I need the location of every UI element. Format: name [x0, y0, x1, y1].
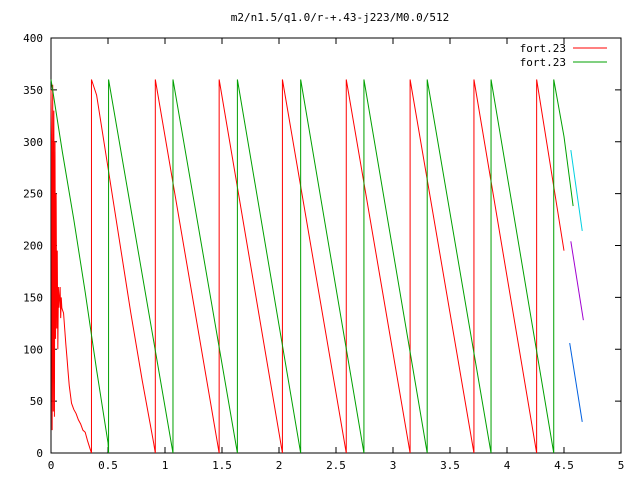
x-tick-label: 3 [390, 459, 397, 472]
series-line-3 [570, 149, 583, 232]
x-tick-label: 2 [276, 459, 283, 472]
series-line-2 [50, 79, 574, 454]
x-tick-label: 3.5 [440, 459, 460, 472]
y-tick-label: 200 [23, 240, 43, 253]
y-tick-label: 400 [23, 32, 43, 45]
series-line-5 [569, 342, 583, 422]
x-tick-label: 0 [48, 459, 55, 472]
y-tick-label: 0 [36, 447, 43, 460]
x-tick-label: 0.5 [98, 459, 118, 472]
x-tick-label: 5 [618, 459, 625, 472]
y-tick-label: 50 [30, 395, 43, 408]
legend-label: fort.23 [520, 56, 566, 69]
x-tick-label: 1 [162, 459, 169, 472]
axis-ticks: 0 50 100 150 200 250 300 350 400 0 0.5 1 1.5 2 2.5 3 3.5… [23, 32, 624, 472]
x-tick-label: 1.5 [212, 459, 232, 472]
x-tick-label: 4.5 [554, 459, 574, 472]
legend-label: fort.23 [520, 42, 566, 55]
series-line-4 [570, 241, 584, 321]
y-tick-label: 250 [23, 188, 43, 201]
x-tick-label: 2.5 [326, 459, 346, 472]
chart-title: m2/n1.5/q1.0/r-+.43-j223/M0.0/512 [231, 11, 450, 24]
y-tick-label: 150 [23, 291, 43, 304]
series-layer [50, 79, 584, 454]
series-line-1 [50, 79, 565, 454]
x-tick-label: 4 [504, 459, 511, 472]
y-tick-label: 300 [23, 136, 43, 149]
y-tick-label: 350 [23, 84, 43, 97]
y-tick-label: 100 [23, 343, 43, 356]
